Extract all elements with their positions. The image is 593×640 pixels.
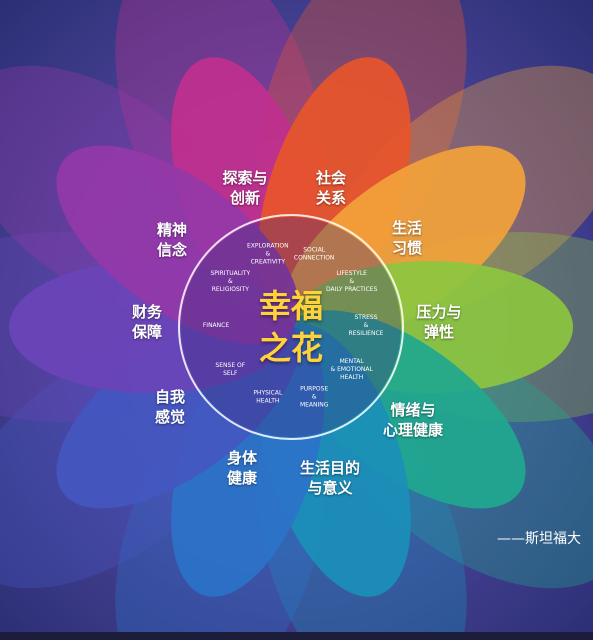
english-label-mental: MENTAL & EMOTIONAL HEALTH xyxy=(330,358,373,381)
center-hub xyxy=(178,214,404,440)
chinese-label-self: 自我 感觉 xyxy=(154,388,185,426)
center-disc xyxy=(181,217,401,437)
english-label-physical: PHYSICAL HEALTH xyxy=(253,389,283,404)
center-title: 幸福 之花 xyxy=(258,287,323,367)
chinese-label-exploration: 探索与 创新 xyxy=(222,169,268,207)
petal-spirituality xyxy=(56,145,299,344)
attribution-text: ——斯坦福大 xyxy=(497,531,581,547)
english-label-finance: FINANCE xyxy=(203,322,229,329)
chinese-label-finance: 财务 保障 xyxy=(131,303,162,341)
english-label-exploration: EXPLORATION & CREATIVITY xyxy=(247,243,289,266)
center-ring xyxy=(178,214,404,440)
english-label-social: SOCIAL CONNECTION xyxy=(294,247,335,262)
english-label-stress: STRESS & RESILIENCE xyxy=(349,314,384,337)
bottom-bar xyxy=(0,632,593,640)
chinese-label-physical: 身体 健康 xyxy=(226,449,257,487)
english-label-spirituality: SPIRITUALITY & RELIGIOSITY xyxy=(210,270,250,293)
petals-layer xyxy=(9,57,573,597)
chinese-label-lifestyle: 生活 习惯 xyxy=(391,219,422,257)
chinese-label-spirituality: 精神 信念 xyxy=(156,221,187,259)
english-label-lifestyle: LIFESTYLE & DAILY PRACTICES xyxy=(326,270,378,293)
chinese-label-stress: 压力与 弹性 xyxy=(416,303,462,341)
chinese-label-purpose: 生活目的 与意义 xyxy=(299,459,360,497)
chinese-label-mental: 情绪与 心理健康 xyxy=(382,401,443,439)
english-labels-layer: EXPLORATION & CREATIVITY SOCIAL CONNECTION LI… xyxy=(203,243,384,409)
english-label-purpose: PURPOSE & MEANING xyxy=(300,385,329,408)
english-label-self: SENSE OF SELF xyxy=(215,362,245,377)
chinese-label-social: 社会 关系 xyxy=(315,169,346,207)
